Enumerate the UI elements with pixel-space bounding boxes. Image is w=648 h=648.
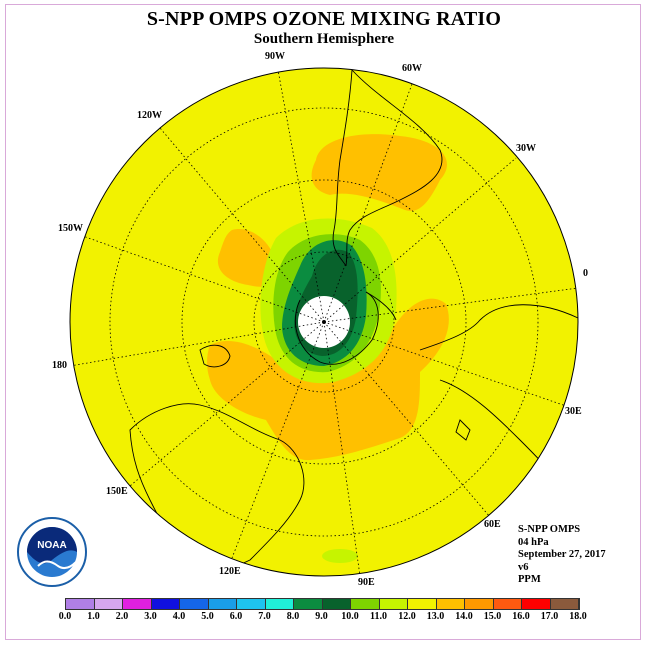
coast-africa: [419, 304, 578, 351]
colorbar-segment: [322, 599, 351, 609]
colorbar-segment: [436, 599, 465, 609]
colorbar-segment: [180, 599, 209, 609]
colorbar-segment: [94, 599, 123, 609]
lon-label-180: 180: [52, 360, 67, 371]
colorbar-tick-label: 13.0: [426, 611, 445, 622]
noaa-logo: NOAA: [17, 517, 87, 587]
map-title: S-NPP OMPS OZONE MIXING RATIO: [146, 8, 502, 30]
colorbar-segment: [66, 599, 95, 609]
lon-label-60w: 60W: [402, 63, 422, 74]
info-date: September 27, 2017: [518, 549, 606, 560]
contour-patch-south: [322, 549, 358, 563]
colorbar-tick-label: 5.0: [201, 611, 214, 622]
lon-label-60e: 60E: [484, 519, 501, 530]
colorbar-tick-label: 11.0: [370, 611, 387, 622]
colorbar-segment: [493, 599, 522, 609]
lon-label-120e: 120E: [219, 566, 241, 577]
colorbar-tick-label: 7.0: [258, 611, 271, 622]
coast-new-zealand: [199, 344, 231, 368]
lon-label-150w: 150W: [58, 223, 83, 234]
colorbar-segment: [522, 599, 551, 609]
colorbar-segment: [550, 599, 579, 609]
colorbar-tick-label: 15.0: [483, 611, 502, 622]
colorbar-segment: [237, 599, 266, 609]
map-boundary: [69, 67, 579, 577]
info-instrument: S-NPP OMPS: [518, 524, 581, 535]
lon-label-150e: 150E: [106, 486, 128, 497]
colorbar-tick-label: 9.0: [315, 611, 328, 622]
colorbar-tick-label: 12.0: [398, 611, 416, 622]
colorbar-tick-label: 10.0: [341, 611, 359, 622]
colorbar-tick-label: 6.0: [229, 611, 243, 622]
info-units: PPM: [518, 574, 541, 585]
colorbar-segment: [408, 599, 437, 609]
noaa-logo-text: NOAA: [37, 540, 66, 551]
lon-label-30w: 30W: [516, 143, 536, 154]
figure-frame: [5, 4, 641, 640]
colorbar-segment: [379, 599, 408, 609]
map-subtitle: Southern Hemisphere: [253, 31, 395, 47]
coast-australia: [129, 403, 305, 569]
colorbar-tick-label: 8.0: [286, 611, 300, 622]
colorbar-tick-label: 18.0: [569, 611, 587, 622]
info-level: 04 hPa: [518, 536, 549, 548]
coast-antarctica: [294, 291, 379, 365]
lon-label-30e: 30E: [565, 406, 582, 417]
coastlines: [129, 69, 578, 569]
lon-label-0: 0: [583, 268, 588, 279]
colorbar-segment: [151, 599, 180, 609]
colorbar-tick-label: 14.0: [455, 611, 473, 622]
colorbar-tick-label: 17.0: [540, 611, 559, 622]
colorbar-segment: [265, 599, 294, 609]
colorbar-tick-label: 16.0: [512, 611, 530, 622]
colorbar-segment: [294, 599, 323, 609]
colorbar-tick-label: 4.0: [172, 611, 186, 622]
lon-label-120w: 120W: [137, 110, 162, 121]
contour-patch-high-pacific: [217, 229, 277, 287]
lon-label-90e: 90E: [358, 577, 375, 588]
colorbar-segment: [465, 599, 494, 609]
lon-label-90w: 90W: [265, 51, 285, 62]
coast-island-indian: [455, 419, 471, 441]
coast-south-america-west: [332, 69, 353, 267]
colorbar-tick-label: 0.0: [58, 611, 72, 622]
meridians: [70, 69, 578, 576]
info-version: v6: [518, 561, 529, 573]
info-block: S-NPP OMPS 04 hPa September 27, 2017 v6 …: [518, 524, 606, 587]
coast-south-america-east: [345, 69, 443, 267]
colorbar-tick-label: 1.0: [87, 611, 100, 622]
contour-patch-high-atlantic: [311, 134, 447, 211]
south-pole-marker: [322, 320, 326, 324]
latitude-circles: [109, 107, 539, 537]
coast-antarctica-peninsula: [365, 291, 397, 321]
colorbar-segment: [123, 599, 152, 609]
colorbar-segment: [208, 599, 237, 609]
colorbar-segment: [351, 599, 380, 609]
colorbar-tick-label: 2.0: [115, 611, 129, 622]
colorbar-tick-label: 3.0: [144, 611, 157, 622]
colorbar: [65, 598, 580, 610]
